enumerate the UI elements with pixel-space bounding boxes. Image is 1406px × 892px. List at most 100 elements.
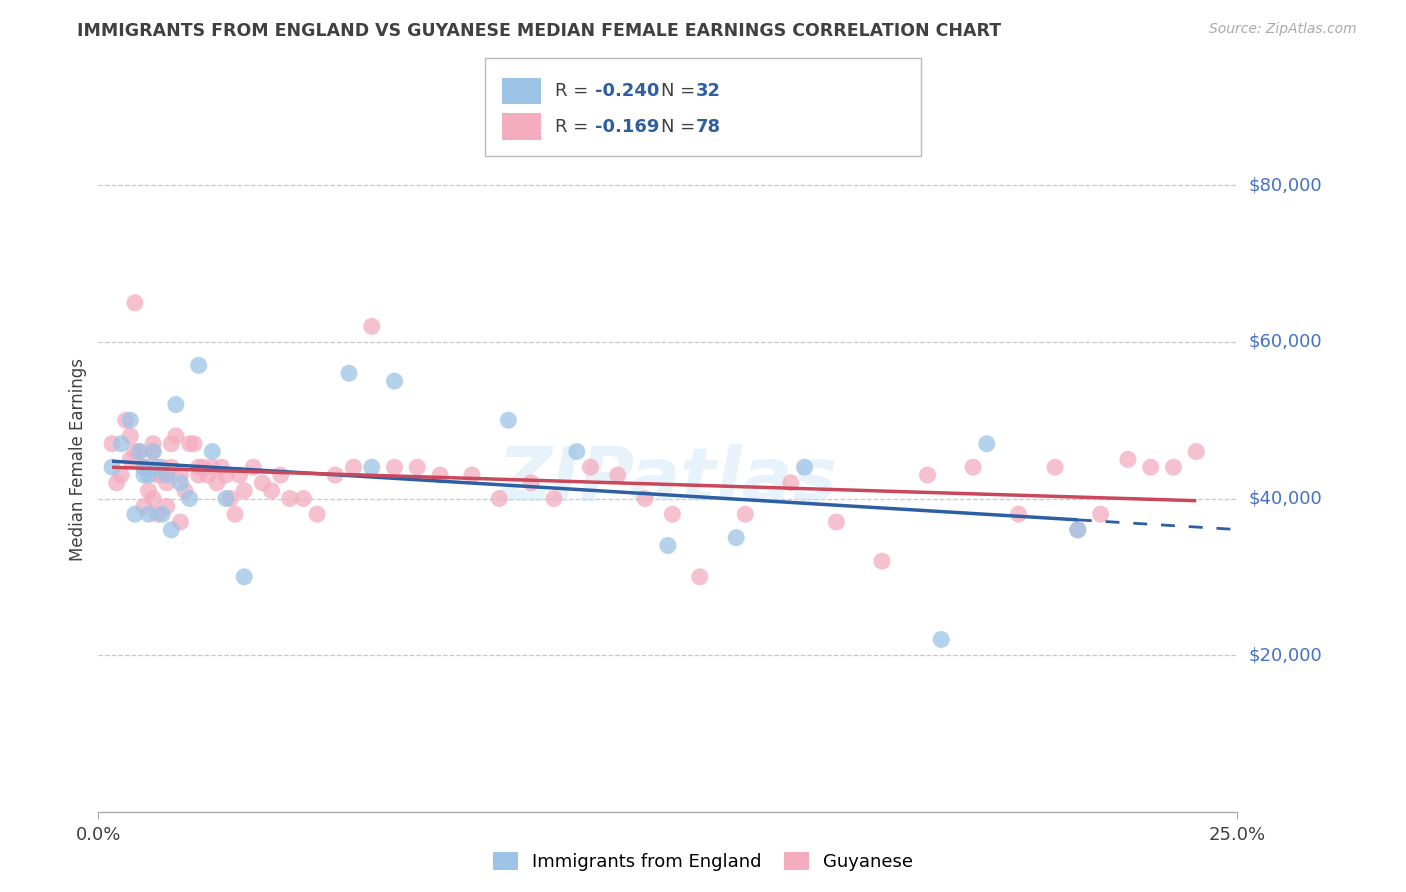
Point [360,319,382,334]
Point [165,429,187,443]
Point [193,460,215,475]
Point [278,491,301,506]
Point [114,413,136,427]
Point [128,444,150,458]
Point [1067,523,1090,537]
Point [146,507,169,521]
Point [406,460,429,475]
Point [165,398,187,412]
Point [138,483,160,498]
Point [1139,460,1161,475]
Point [174,483,197,498]
Point [132,460,155,475]
Point [1116,452,1139,467]
Point [215,468,238,483]
Point [124,295,146,310]
Point [169,468,191,483]
Point [128,444,150,458]
Point [870,554,893,568]
Point [498,413,520,427]
Point [337,366,360,380]
Point [138,468,160,483]
Point [124,507,146,521]
Point [142,444,165,458]
Point [169,515,191,529]
Point [461,468,484,483]
Point [132,468,155,483]
Point [160,460,183,475]
Point [292,491,315,506]
Point [142,491,165,506]
Point [150,468,173,483]
Point [110,468,132,483]
Point [342,460,364,475]
Point [543,491,565,506]
Point [1043,460,1066,475]
Point [146,468,169,483]
Point [156,475,179,490]
Point [252,475,274,490]
Text: $80,000: $80,000 [1249,177,1322,194]
Point [323,468,346,483]
Point [101,460,124,475]
Point [228,468,250,483]
Point [429,468,451,483]
Text: Source: ZipAtlas.com: Source: ZipAtlas.com [1209,22,1357,37]
Text: $40,000: $40,000 [1249,490,1322,508]
Text: IMMIGRANTS FROM ENGLAND VS GUYANESE MEDIAN FEMALE EARNINGS CORRELATION CHART: IMMIGRANTS FROM ENGLAND VS GUYANESE MEDI… [77,22,1001,40]
Point [779,475,801,490]
Text: N =: N = [661,82,700,100]
Point [132,500,155,514]
Point [146,460,169,475]
Point [976,436,998,450]
Text: ZIPatlas: ZIPatlas [498,444,838,517]
Text: $20,000: $20,000 [1249,646,1322,665]
Point [120,452,142,467]
Point [734,507,756,521]
Point [565,444,588,458]
Point [179,491,201,506]
Point [156,468,179,483]
Point [725,531,748,545]
Point [520,475,543,490]
Point [488,491,510,506]
Point [179,436,201,450]
Point [160,523,183,537]
Point [219,491,242,506]
Point [634,491,657,506]
Point [187,359,209,373]
Point [124,444,146,458]
Point [307,507,329,521]
Y-axis label: Median Female Earnings: Median Female Earnings [69,358,87,561]
Point [120,429,142,443]
Point [132,460,155,475]
Point [156,500,179,514]
Point [929,632,952,647]
Point [169,475,191,490]
Point [142,436,165,450]
Point [1090,507,1112,521]
Point [384,460,406,475]
Point [1185,444,1208,458]
Point [142,444,165,458]
Point [150,460,173,475]
Point [579,460,602,475]
Point [1007,507,1029,521]
Point [657,539,679,553]
Point [242,460,264,475]
Point [233,483,256,498]
Point [120,413,142,427]
Point [187,468,209,483]
Point [233,570,256,584]
Point [793,460,815,475]
Point [101,436,124,450]
Text: -0.169: -0.169 [595,118,659,136]
Point [187,460,209,475]
Text: $60,000: $60,000 [1249,333,1322,351]
Point [183,436,205,450]
Point [150,507,173,521]
Text: N =: N = [661,118,700,136]
Point [224,507,246,521]
Text: -0.240: -0.240 [595,82,659,100]
Point [917,468,939,483]
